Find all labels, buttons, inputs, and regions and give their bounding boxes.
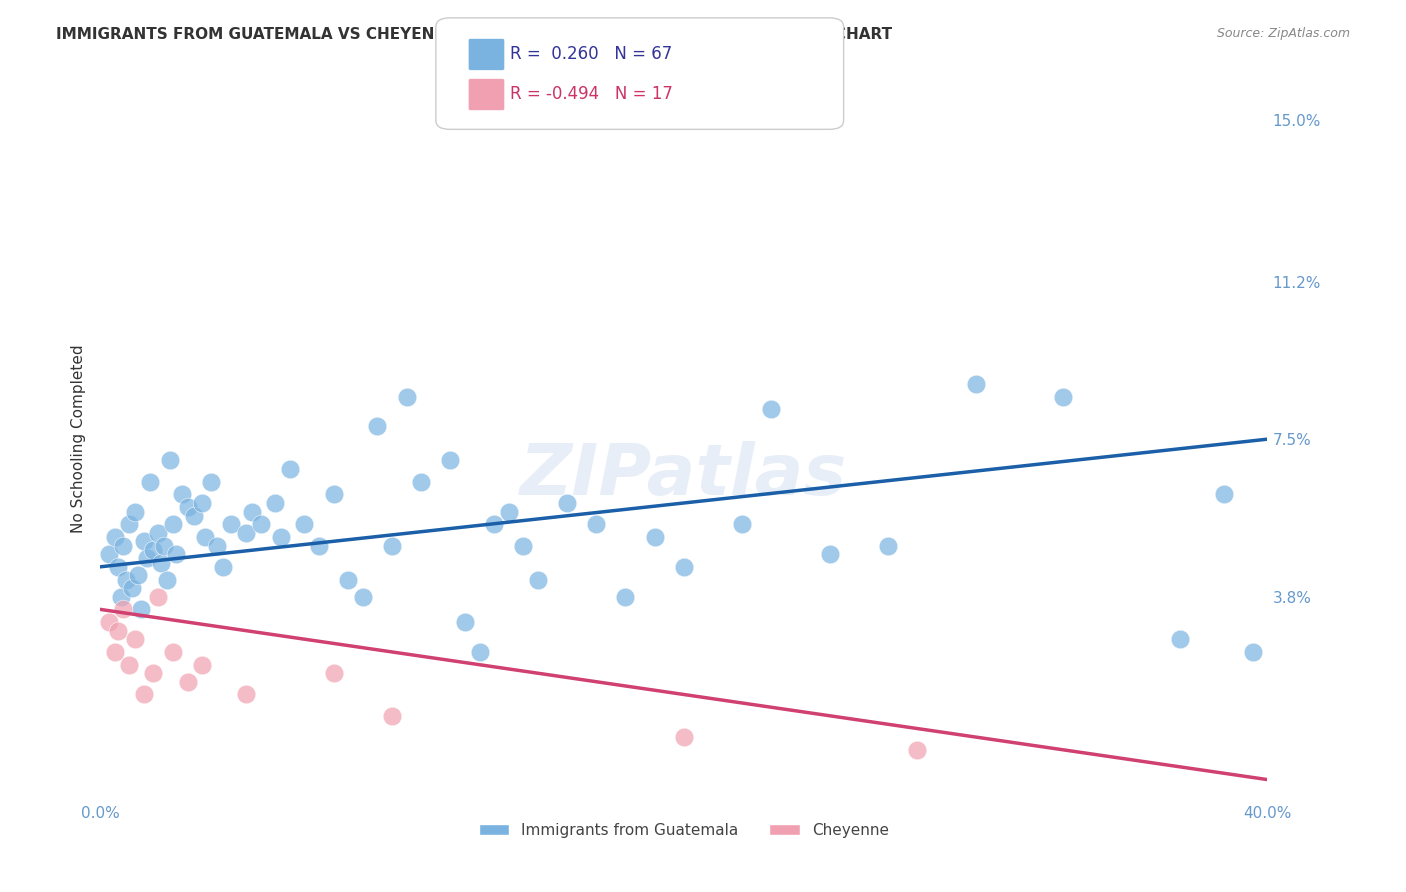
Point [211, 559, 233, 574]
Point [124, 632, 146, 647]
Point [337, 573, 360, 587]
Point [132, 534, 155, 549]
Point [818, 547, 841, 561]
Point [176, 674, 198, 689]
Point [200, 475, 222, 489]
Point [1241, 645, 1264, 659]
Point [107, 624, 129, 638]
Text: R = -0.494   N = 17: R = -0.494 N = 17 [510, 85, 673, 103]
Point [395, 390, 418, 404]
Text: R =  0.260   N = 67: R = 0.260 N = 67 [510, 45, 672, 62]
Point [112, 539, 135, 553]
Point [176, 500, 198, 515]
Point [159, 453, 181, 467]
Legend: Immigrants from Guatemala, Cheyenne: Immigrants from Guatemala, Cheyenne [472, 817, 896, 844]
Point [112, 602, 135, 616]
Point [761, 402, 783, 417]
Point [322, 666, 344, 681]
Point [165, 547, 187, 561]
Point [614, 590, 637, 604]
Point [512, 539, 534, 553]
Point [194, 530, 217, 544]
Point [278, 462, 301, 476]
Point [118, 517, 141, 532]
Point [162, 517, 184, 532]
Point [555, 496, 578, 510]
Point [527, 573, 550, 587]
Point [183, 508, 205, 523]
Point [135, 551, 157, 566]
Point [411, 475, 433, 489]
Point [672, 559, 695, 574]
Point [124, 504, 146, 518]
Point [235, 688, 257, 702]
Text: ZIPatlas: ZIPatlas [520, 441, 848, 510]
Text: Source: ZipAtlas.com: Source: ZipAtlas.com [1216, 27, 1350, 40]
Point [115, 573, 138, 587]
Point [142, 542, 165, 557]
Point [672, 730, 695, 744]
Point [965, 376, 987, 391]
Point [110, 590, 132, 604]
Y-axis label: No Schooling Completed: No Schooling Completed [72, 345, 86, 533]
Point [97, 547, 120, 561]
Point [366, 419, 388, 434]
Point [249, 517, 271, 532]
Point [150, 556, 173, 570]
Point [162, 645, 184, 659]
Point [270, 530, 292, 544]
Point [139, 475, 162, 489]
Text: IMMIGRANTS FROM GUATEMALA VS CHEYENNE NO SCHOOLING COMPLETED CORRELATION CHART: IMMIGRANTS FROM GUATEMALA VS CHEYENNE NO… [56, 27, 893, 42]
Point [498, 504, 520, 518]
Point [482, 517, 505, 532]
Point [235, 525, 257, 540]
Point [191, 657, 214, 672]
Point [107, 559, 129, 574]
Point [170, 487, 193, 501]
Point [127, 568, 149, 582]
Point [731, 517, 754, 532]
Point [97, 615, 120, 629]
Point [644, 530, 666, 544]
Point [1052, 390, 1074, 404]
Point [1212, 487, 1234, 501]
Point [191, 496, 214, 510]
Point [240, 504, 263, 518]
Point [1168, 632, 1191, 647]
Point [264, 496, 287, 510]
Point [118, 657, 141, 672]
Point [104, 645, 127, 659]
Point [877, 539, 900, 553]
Point [148, 590, 170, 604]
Point [221, 517, 243, 532]
Point [205, 539, 228, 553]
Point [153, 539, 176, 553]
Point [148, 525, 170, 540]
Point [352, 590, 374, 604]
Point [439, 453, 461, 467]
Point [132, 688, 155, 702]
Point [142, 666, 165, 681]
Point [121, 581, 143, 595]
Point [454, 615, 477, 629]
Point [129, 602, 152, 616]
Point [294, 517, 316, 532]
Point [381, 539, 404, 553]
Point [585, 517, 607, 532]
Point [156, 573, 179, 587]
Point [381, 708, 404, 723]
Point [468, 645, 491, 659]
Point [104, 530, 127, 544]
Point [905, 743, 928, 757]
Point [308, 539, 330, 553]
Point [322, 487, 344, 501]
